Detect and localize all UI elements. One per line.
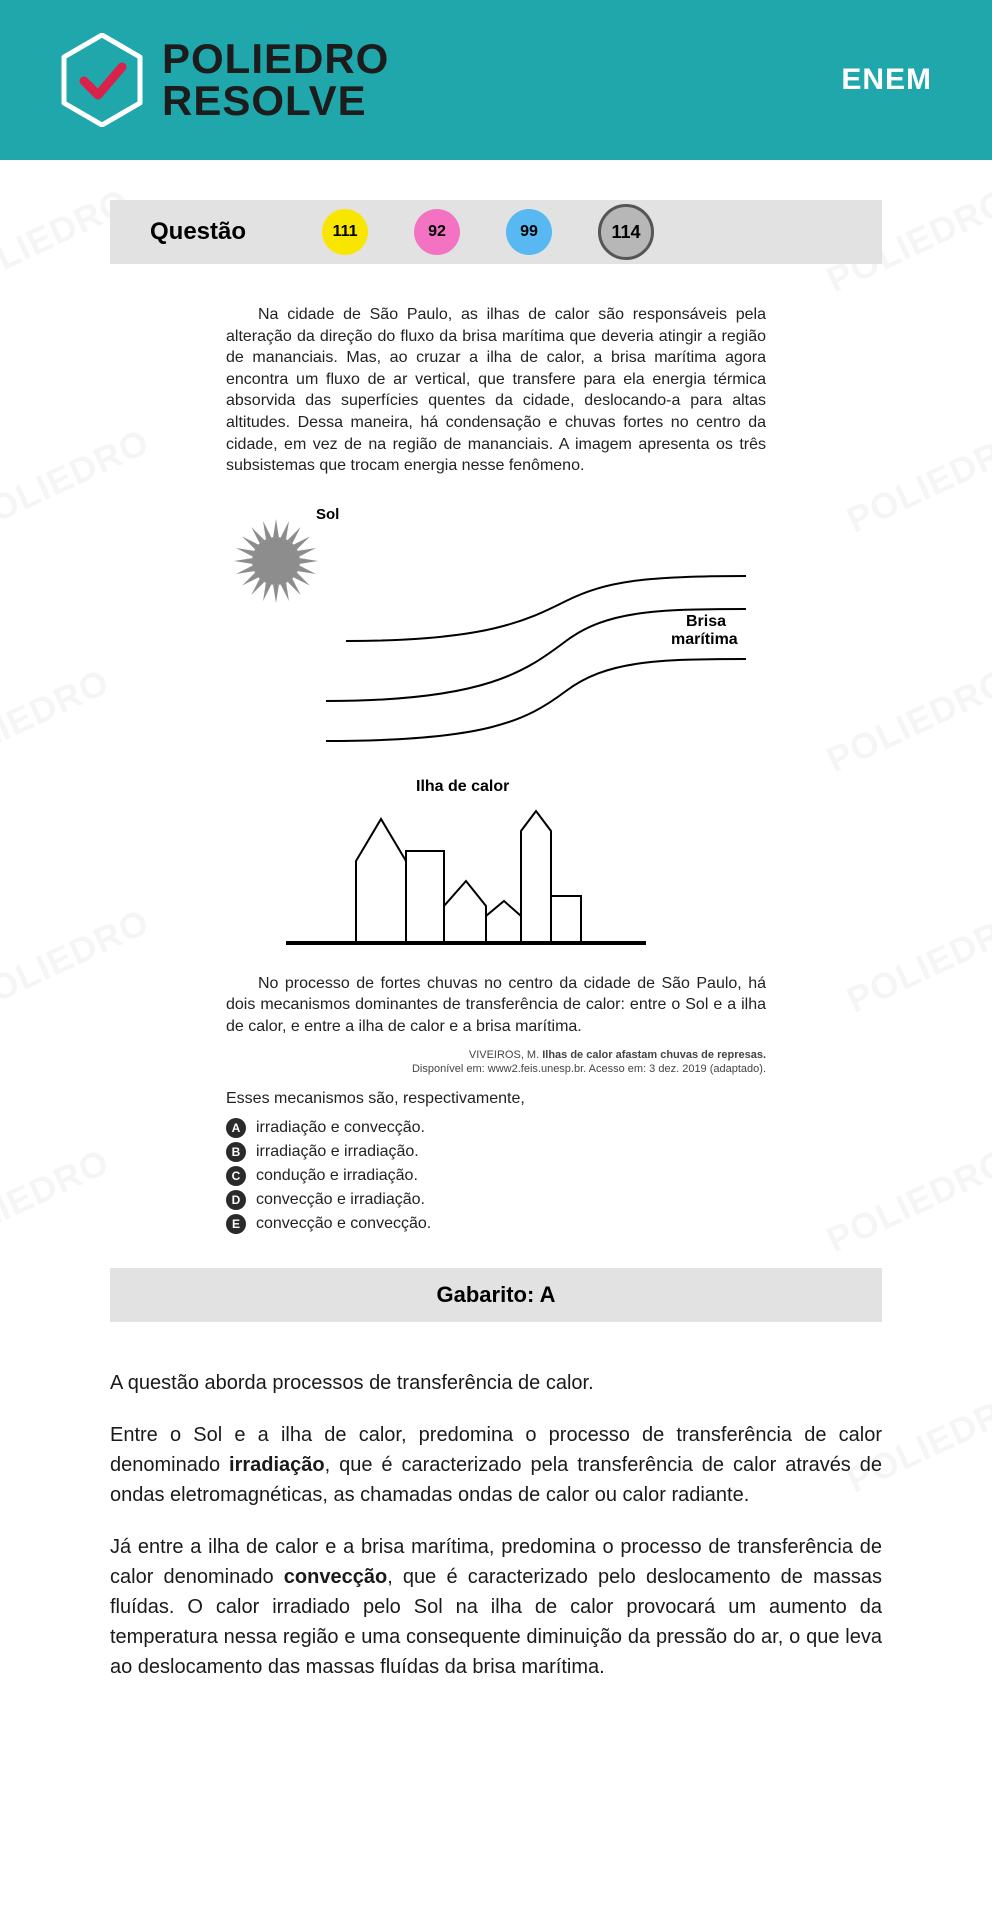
- alt-letter: C: [226, 1166, 246, 1186]
- brand-text: POLIEDRO RESOLVE: [162, 38, 389, 122]
- alt-text: convecção e irradiação.: [256, 1191, 425, 1209]
- alt-text: condução e irradiação.: [256, 1167, 418, 1185]
- explain-p2b: irradiação: [229, 1454, 325, 1476]
- explain-p3b: convecção: [284, 1566, 387, 1588]
- alternative-d[interactable]: D convecção e irradiação.: [226, 1190, 766, 1210]
- question-number-bar: Questão 111 92 99 114: [110, 200, 882, 264]
- alternative-c[interactable]: C condução e irradiação.: [226, 1166, 766, 1186]
- alt-text: convecção e convecção.: [256, 1215, 431, 1233]
- breeze-label-1: Brisa: [686, 613, 726, 630]
- question-badge-blue[interactable]: 99: [506, 209, 552, 255]
- alt-letter: D: [226, 1190, 246, 1210]
- alt-letter: A: [226, 1118, 246, 1138]
- island-label: Ilha de calor: [416, 778, 509, 795]
- citation-author: VIVEIROS, M.: [469, 1049, 539, 1061]
- question-label: Questão: [150, 218, 246, 246]
- explain-p3: Já entre a ilha de calor e a brisa marít…: [110, 1532, 882, 1682]
- explanation: A questão aborda processos de transferên…: [110, 1368, 882, 1682]
- question-body: Na cidade de São Paulo, as ilhas de calo…: [226, 304, 766, 1234]
- brand-line1: POLIEDRO: [162, 38, 389, 80]
- citation-title: Ilhas de calor afastam chuvas de represa…: [542, 1049, 766, 1061]
- alternative-b[interactable]: B irradiação e irradiação.: [226, 1142, 766, 1162]
- brand-logo: POLIEDRO RESOLVE: [60, 33, 389, 127]
- question-figure: Sol Brisa marítima Ilha de calor: [226, 491, 766, 961]
- explain-p2: Entre o Sol e a ilha de calor, predomina…: [110, 1420, 882, 1510]
- alt-letter: E: [226, 1214, 246, 1234]
- question-badge-yellow[interactable]: 111: [322, 209, 368, 255]
- question-badge-gray[interactable]: 114: [598, 204, 654, 260]
- alt-text: irradiação e convecção.: [256, 1119, 425, 1137]
- header-context: ENEM: [841, 63, 932, 97]
- alternatives: A irradiação e convecção. B irradiação e…: [226, 1118, 766, 1234]
- alternative-a[interactable]: A irradiação e convecção.: [226, 1118, 766, 1138]
- question-badge-pink[interactable]: 92: [414, 209, 460, 255]
- question-followup: No processo de fortes chuvas no centro d…: [226, 973, 766, 1038]
- header: POLIEDRO RESOLVE ENEM: [0, 0, 992, 160]
- logo-hex-icon: [60, 33, 144, 127]
- question-prompt: Esses mecanismos são, respectivamente,: [226, 1090, 766, 1108]
- citation-source: Disponível em: www2.feis.unesp.br. Acess…: [412, 1063, 766, 1075]
- alt-text: irradiação e irradiação.: [256, 1143, 419, 1161]
- sun-label: Sol: [316, 506, 339, 523]
- alternative-e[interactable]: E convecção e convecção.: [226, 1214, 766, 1234]
- content: Questão 111 92 99 114 Na cidade de São P…: [0, 160, 992, 1764]
- brand-line2: RESOLVE: [162, 80, 389, 122]
- explain-p1: A questão aborda processos de transferên…: [110, 1368, 882, 1398]
- alt-letter: B: [226, 1142, 246, 1162]
- answer-key-bar: Gabarito: A: [110, 1268, 882, 1322]
- breeze-label-2: marítima: [671, 631, 738, 648]
- question-intro: Na cidade de São Paulo, as ilhas de calo…: [226, 304, 766, 477]
- question-citation: VIVEIROS, M. Ilhas de calor afastam chuv…: [226, 1048, 766, 1077]
